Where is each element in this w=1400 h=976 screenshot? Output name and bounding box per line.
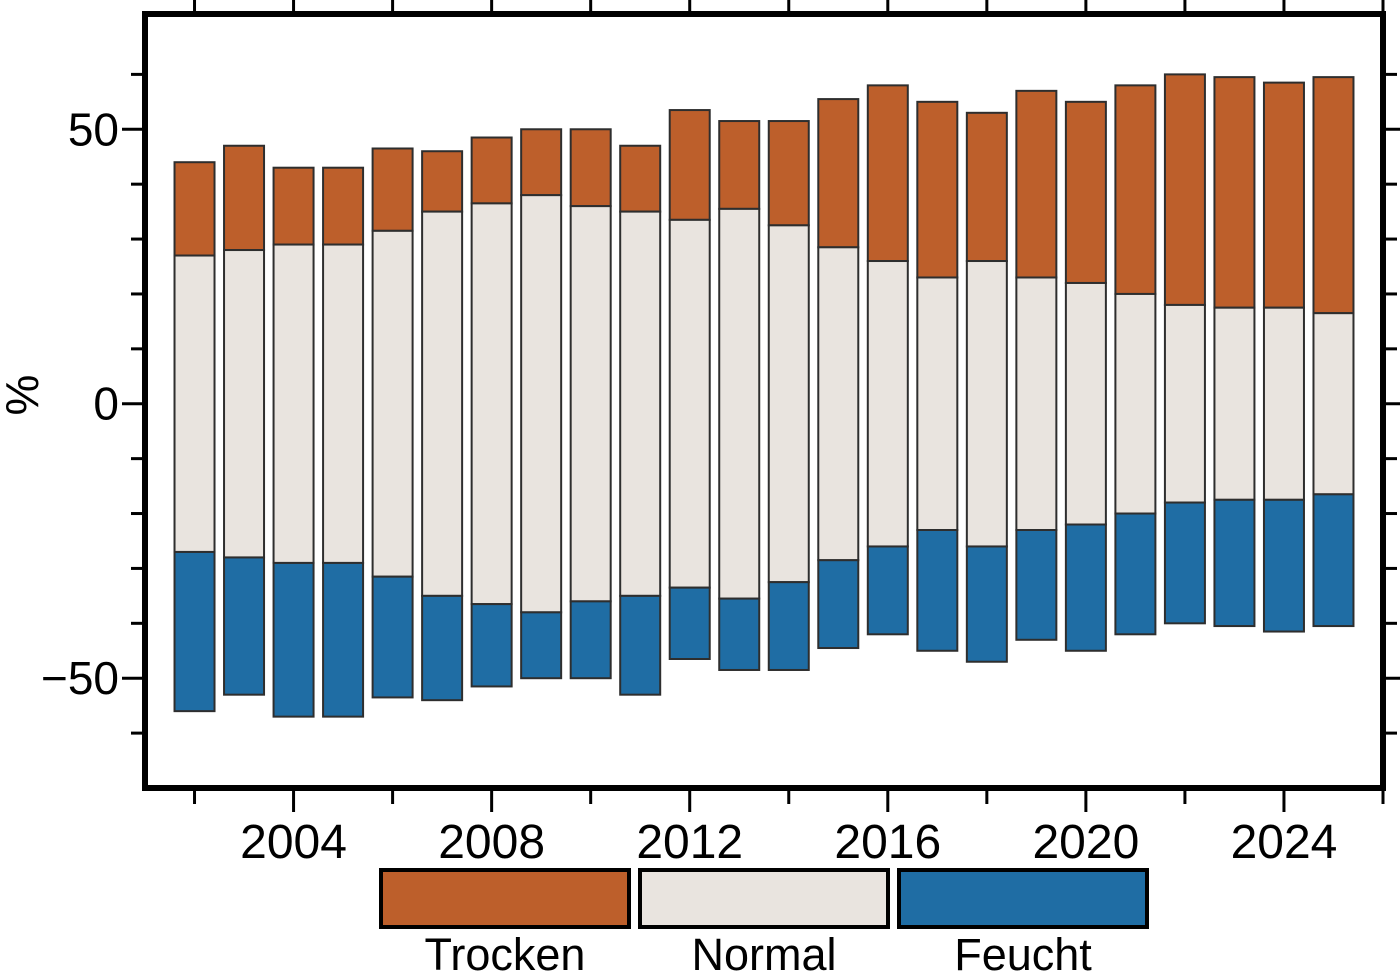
bar-segment-trocken-2007 (421, 150, 464, 213)
bar-segment-trocken-2019 (1015, 89, 1058, 279)
bar-segment-trocken-2015 (817, 98, 860, 249)
bar-segment-feucht-2024 (1262, 498, 1305, 633)
bar-segment-normal-2021 (1114, 292, 1157, 515)
bar-segment-trocken-2023 (1213, 76, 1256, 309)
bar-segment-normal-2017 (916, 276, 959, 531)
bar-segment-feucht-2008 (470, 603, 513, 688)
bar-segment-normal-2007 (421, 210, 464, 597)
x-tick-label: 2016 (834, 816, 941, 869)
bar-segment-normal-2024 (1262, 306, 1305, 501)
bar-segment-normal-2013 (718, 207, 761, 600)
bar-segment-feucht-2011 (619, 594, 662, 696)
bar-segment-feucht-2021 (1114, 512, 1157, 636)
legend-swatch-trocken (379, 868, 631, 929)
bar-segment-trocken-2014 (767, 120, 810, 227)
y-tick-label: 50 (68, 103, 119, 155)
bar-segment-normal-2020 (1064, 281, 1107, 526)
bar-segment-trocken-2025 (1312, 76, 1355, 315)
bar-segment-feucht-2010 (569, 600, 612, 680)
bar-segment-trocken-2009 (520, 128, 563, 197)
bar-segment-feucht-2005 (322, 561, 365, 718)
bar-segment-feucht-2020 (1064, 523, 1107, 652)
y-axis-label: % (0, 374, 48, 416)
bar-segment-normal-2002 (173, 254, 216, 553)
bar-segment-feucht-2025 (1312, 493, 1355, 628)
x-tick-label: 2020 (1032, 816, 1139, 869)
bar-segment-trocken-2004 (272, 166, 315, 246)
bar-segment-feucht-2014 (767, 581, 810, 671)
legend-item-normal: Normal (638, 868, 890, 976)
bar-segment-normal-2010 (569, 205, 612, 603)
bar-segment-feucht-2009 (520, 611, 563, 680)
bar-segment-trocken-2021 (1114, 84, 1157, 295)
bar-segment-feucht-2017 (916, 529, 959, 652)
bar-segment-trocken-2008 (470, 136, 513, 205)
legend-swatch-normal (638, 868, 890, 929)
bar-segment-feucht-2015 (817, 559, 860, 650)
bar-segment-normal-2003 (223, 249, 266, 559)
bar-segment-normal-2018 (965, 260, 1008, 548)
bar-segment-trocken-2020 (1064, 100, 1107, 284)
bar-segment-feucht-2002 (173, 550, 216, 713)
legend: Trocken Normal Feucht (379, 868, 1149, 976)
bar-segment-trocken-2022 (1163, 73, 1206, 306)
legend-label-trocken: Trocken (424, 929, 586, 976)
bar-segment-normal-2006 (371, 229, 414, 578)
y-tick-label: 0 (93, 378, 119, 430)
bar-segment-feucht-2012 (668, 586, 711, 661)
bar-segment-normal-2016 (866, 260, 909, 548)
legend-label-normal: Normal (691, 929, 837, 976)
bar-segment-feucht-2006 (371, 575, 414, 699)
bar-segment-trocken-2006 (371, 147, 414, 232)
bar-segment-feucht-2016 (866, 545, 909, 636)
bar-segment-trocken-2012 (668, 109, 711, 221)
bar-segment-trocken-2005 (322, 166, 365, 246)
bar-segment-normal-2011 (619, 210, 662, 597)
bar-segment-trocken-2017 (916, 100, 959, 279)
bar-segment-normal-2015 (817, 246, 860, 562)
bar-segment-normal-2025 (1312, 312, 1355, 496)
bar-segment-normal-2004 (272, 243, 315, 564)
legend-item-trocken: Trocken (379, 868, 631, 976)
bar-segment-trocken-2024 (1262, 81, 1305, 309)
bar-segment-trocken-2011 (619, 144, 662, 213)
bar-segment-normal-2005 (322, 243, 365, 564)
bar-segment-trocken-2016 (866, 84, 909, 263)
y-tick-label: −50 (41, 652, 119, 704)
bar-segment-feucht-2007 (421, 594, 464, 702)
bar-segment-normal-2009 (520, 194, 563, 614)
bar-segment-feucht-2003 (223, 556, 266, 696)
bar-segment-normal-2022 (1163, 303, 1206, 504)
bar-segment-normal-2014 (767, 224, 810, 584)
bar-segment-feucht-2022 (1163, 501, 1206, 625)
bar-segment-feucht-2018 (965, 545, 1008, 663)
bar-segment-normal-2023 (1213, 306, 1256, 501)
legend-item-feucht: Feucht (897, 868, 1149, 976)
bar-segment-trocken-2002 (173, 161, 216, 257)
bar-segment-feucht-2004 (272, 561, 315, 718)
bar-segment-trocken-2018 (965, 111, 1008, 263)
legend-label-feucht: Feucht (954, 929, 1092, 976)
x-tick-label: 2004 (240, 816, 347, 869)
bar-segment-normal-2019 (1015, 276, 1058, 531)
x-tick-label: 2012 (636, 816, 743, 869)
bar-segment-feucht-2023 (1213, 498, 1256, 628)
bar-segment-normal-2008 (470, 202, 513, 606)
bar-segment-trocken-2003 (223, 144, 266, 252)
bar-segment-feucht-2013 (718, 597, 761, 671)
bar-segment-feucht-2019 (1015, 529, 1058, 641)
x-tick-label: 2024 (1231, 816, 1338, 869)
bar-segment-trocken-2010 (569, 128, 612, 208)
plot-frame (142, 11, 1386, 791)
bar-segment-trocken-2013 (718, 120, 761, 210)
x-tick-label: 2008 (438, 816, 545, 869)
legend-swatch-feucht (897, 868, 1149, 929)
bar-segment-normal-2012 (668, 218, 711, 589)
